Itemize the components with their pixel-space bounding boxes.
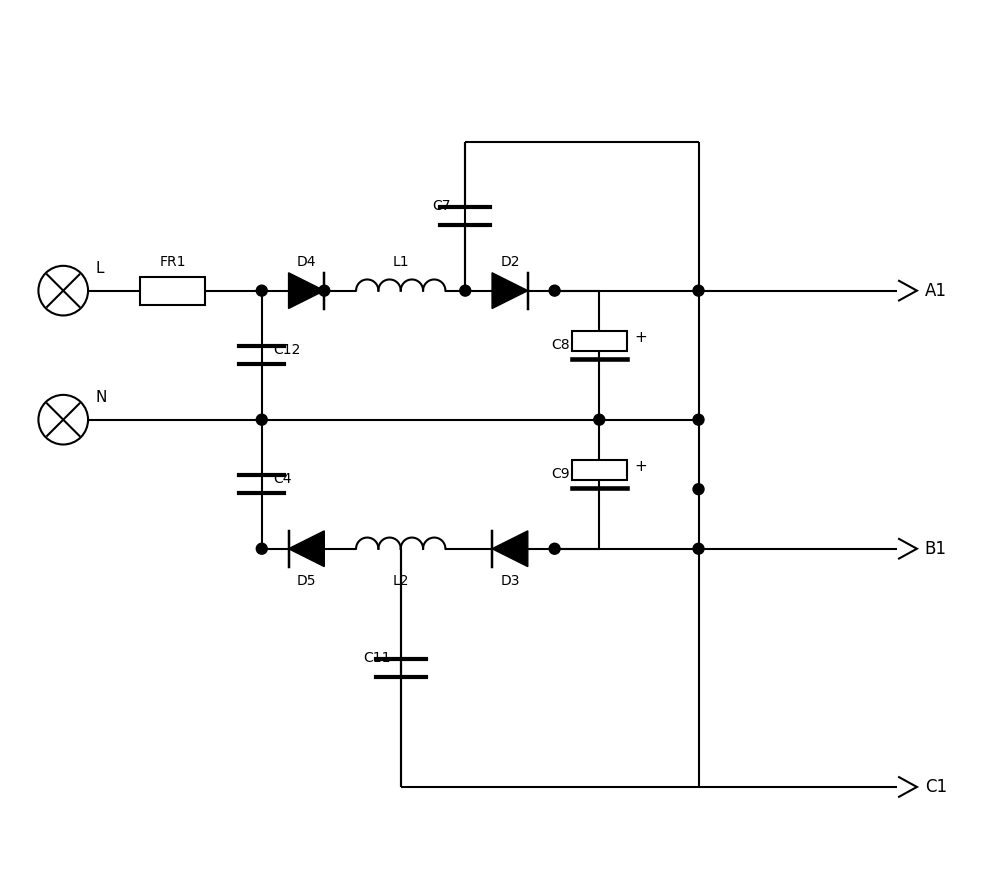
Circle shape bbox=[549, 285, 560, 296]
Text: D5: D5 bbox=[297, 573, 316, 588]
Text: N: N bbox=[95, 389, 106, 404]
Polygon shape bbox=[289, 273, 324, 308]
Text: C8: C8 bbox=[551, 338, 569, 352]
Text: C7: C7 bbox=[432, 199, 450, 213]
Circle shape bbox=[256, 414, 267, 425]
Text: +: + bbox=[634, 330, 647, 345]
Text: C1: C1 bbox=[925, 778, 947, 796]
Text: C4: C4 bbox=[274, 472, 292, 486]
Text: FR1: FR1 bbox=[159, 255, 186, 268]
Circle shape bbox=[693, 484, 704, 494]
Text: C11: C11 bbox=[363, 651, 391, 665]
Text: L2: L2 bbox=[392, 573, 409, 588]
Polygon shape bbox=[289, 531, 324, 566]
Bar bbox=[572, 461, 627, 480]
Circle shape bbox=[693, 543, 704, 554]
Text: L1: L1 bbox=[392, 255, 409, 268]
Text: L: L bbox=[95, 260, 104, 276]
Bar bbox=[140, 276, 205, 305]
Text: B1: B1 bbox=[925, 540, 947, 557]
Circle shape bbox=[319, 285, 330, 296]
Text: D2: D2 bbox=[500, 255, 520, 268]
Circle shape bbox=[460, 285, 471, 296]
Polygon shape bbox=[492, 531, 528, 566]
Circle shape bbox=[256, 285, 267, 296]
Circle shape bbox=[693, 285, 704, 296]
Text: D3: D3 bbox=[500, 573, 520, 588]
Text: C9: C9 bbox=[551, 468, 569, 481]
Circle shape bbox=[256, 543, 267, 554]
Polygon shape bbox=[492, 273, 528, 308]
Circle shape bbox=[549, 543, 560, 554]
Text: +: + bbox=[634, 459, 647, 474]
Circle shape bbox=[693, 414, 704, 425]
Text: C12: C12 bbox=[274, 343, 301, 357]
Text: A1: A1 bbox=[925, 282, 947, 300]
Bar bbox=[572, 332, 627, 351]
Circle shape bbox=[594, 414, 605, 425]
Text: D4: D4 bbox=[297, 255, 316, 268]
